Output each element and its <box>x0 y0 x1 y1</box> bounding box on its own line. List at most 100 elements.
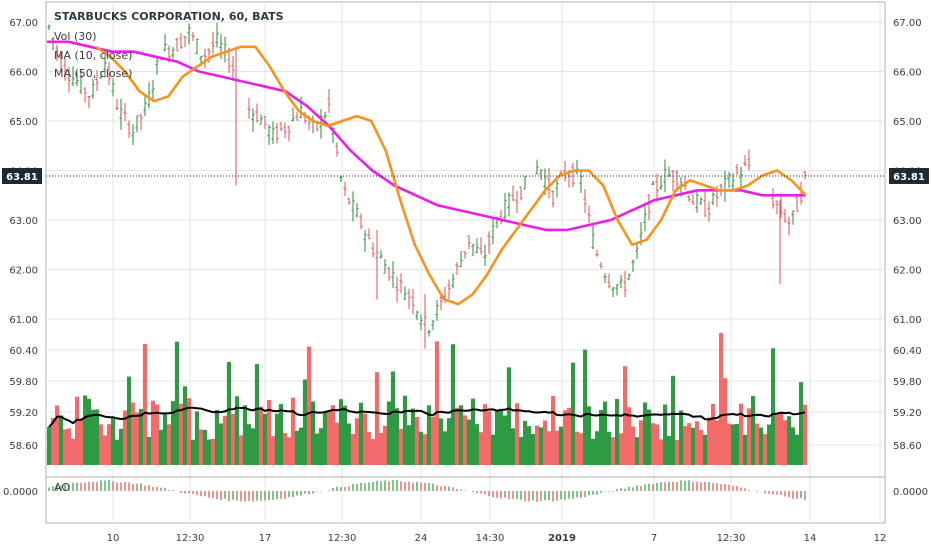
volume-bar <box>474 424 479 465</box>
candle <box>383 259 387 274</box>
volume-bar <box>210 439 215 465</box>
volume-bar <box>787 416 792 465</box>
volume-bar <box>607 431 612 465</box>
legend-ma10[interactable]: MA (10, close) <box>54 49 132 62</box>
ao-label[interactable]: AO <box>54 481 70 494</box>
candle <box>175 37 179 52</box>
time-tick-label: 17 <box>259 533 272 544</box>
volume-bar <box>631 426 636 465</box>
volume-bar <box>178 403 183 465</box>
candle <box>563 161 567 182</box>
volume-bar <box>266 400 271 465</box>
candle <box>119 98 123 130</box>
candle <box>571 163 575 188</box>
volume-bar <box>639 420 644 465</box>
volume-bar <box>182 386 187 465</box>
candle <box>191 31 195 42</box>
candle <box>703 190 707 217</box>
candle <box>163 34 167 52</box>
ao-tick-label: 0.0000 <box>893 487 928 498</box>
volume-ma-path <box>48 406 806 428</box>
candle <box>483 244 487 266</box>
volume-bar <box>214 410 219 465</box>
volume-tick-label: 59.80 <box>9 377 38 388</box>
candle <box>627 273 631 281</box>
volume-bar <box>334 422 339 465</box>
volume-bar <box>703 434 708 465</box>
volume-bar <box>162 412 167 465</box>
candle <box>467 235 471 250</box>
candle <box>535 159 539 175</box>
volume-bar <box>51 418 56 465</box>
volume-bar <box>366 431 371 465</box>
volume-bar <box>254 364 259 465</box>
volume-bar <box>91 409 96 465</box>
volume-bar <box>154 404 159 465</box>
candle <box>447 279 451 300</box>
volume-bar <box>322 411 327 465</box>
candle <box>323 111 327 120</box>
volume-bar <box>434 341 439 465</box>
volume-bar <box>274 413 279 465</box>
ma10-line <box>95 45 807 306</box>
candle <box>259 114 263 125</box>
volume-bar <box>278 404 283 465</box>
candle <box>187 23 191 45</box>
legend-ma50[interactable]: MA (50, close) <box>54 67 132 80</box>
volume-bar <box>466 419 471 465</box>
volume-bar <box>510 428 515 465</box>
volume-bar <box>71 438 76 465</box>
volume-bar <box>683 426 688 465</box>
symbol-title[interactable]: STARBUCKS CORPORATION, 60, BATS <box>54 10 284 23</box>
price-tick-label: 66.00 <box>893 68 922 79</box>
candle <box>279 122 283 132</box>
volume-bar <box>170 401 175 465</box>
volume-bar <box>338 399 343 465</box>
time-axis: 10 12:30 17 12:30 24 14:30 2019 7 12:30 14 12 <box>107 533 887 544</box>
volume-bar <box>515 403 520 465</box>
volume-bar <box>402 395 407 465</box>
volume-bar <box>663 404 668 465</box>
volume-bar <box>95 409 100 465</box>
volume-ma-line <box>48 406 806 428</box>
price-tick-label: 63.00 <box>893 216 922 227</box>
volume-bar <box>422 434 427 465</box>
candle <box>471 244 475 257</box>
candle <box>207 48 211 63</box>
candle <box>295 112 299 121</box>
volume-bar <box>707 417 712 465</box>
time-tick-label: 7 <box>651 533 657 544</box>
volume-bar <box>130 402 135 465</box>
volume-bar <box>527 426 532 465</box>
volume-bar <box>111 416 116 465</box>
volume-bar <box>595 431 600 465</box>
candle <box>55 44 59 61</box>
candle <box>651 180 655 185</box>
candle <box>231 56 235 80</box>
candle <box>183 36 187 47</box>
candle <box>391 261 395 288</box>
candle <box>487 231 491 254</box>
right-price-axis: 67.0066.0065.0064.0063.0062.0061.0060.40… <box>893 18 928 498</box>
candle <box>379 250 383 259</box>
volume-bar <box>482 404 487 465</box>
volume-bar <box>262 413 267 465</box>
volume-bar <box>314 433 319 465</box>
volume-bar <box>494 410 499 465</box>
candle <box>131 124 135 145</box>
candle <box>803 170 807 180</box>
candle <box>611 286 615 297</box>
volume-bar <box>799 382 804 465</box>
volume-bar <box>63 429 68 465</box>
candle <box>275 123 279 144</box>
candle <box>343 181 347 197</box>
price-tick-label: 63.00 <box>9 216 38 227</box>
legend-volume[interactable]: Vol (30) <box>54 30 97 43</box>
volume-bar <box>378 432 383 465</box>
volume-bar <box>194 411 199 465</box>
candle <box>747 149 751 171</box>
candle <box>151 80 155 100</box>
volume-bar <box>803 404 808 465</box>
